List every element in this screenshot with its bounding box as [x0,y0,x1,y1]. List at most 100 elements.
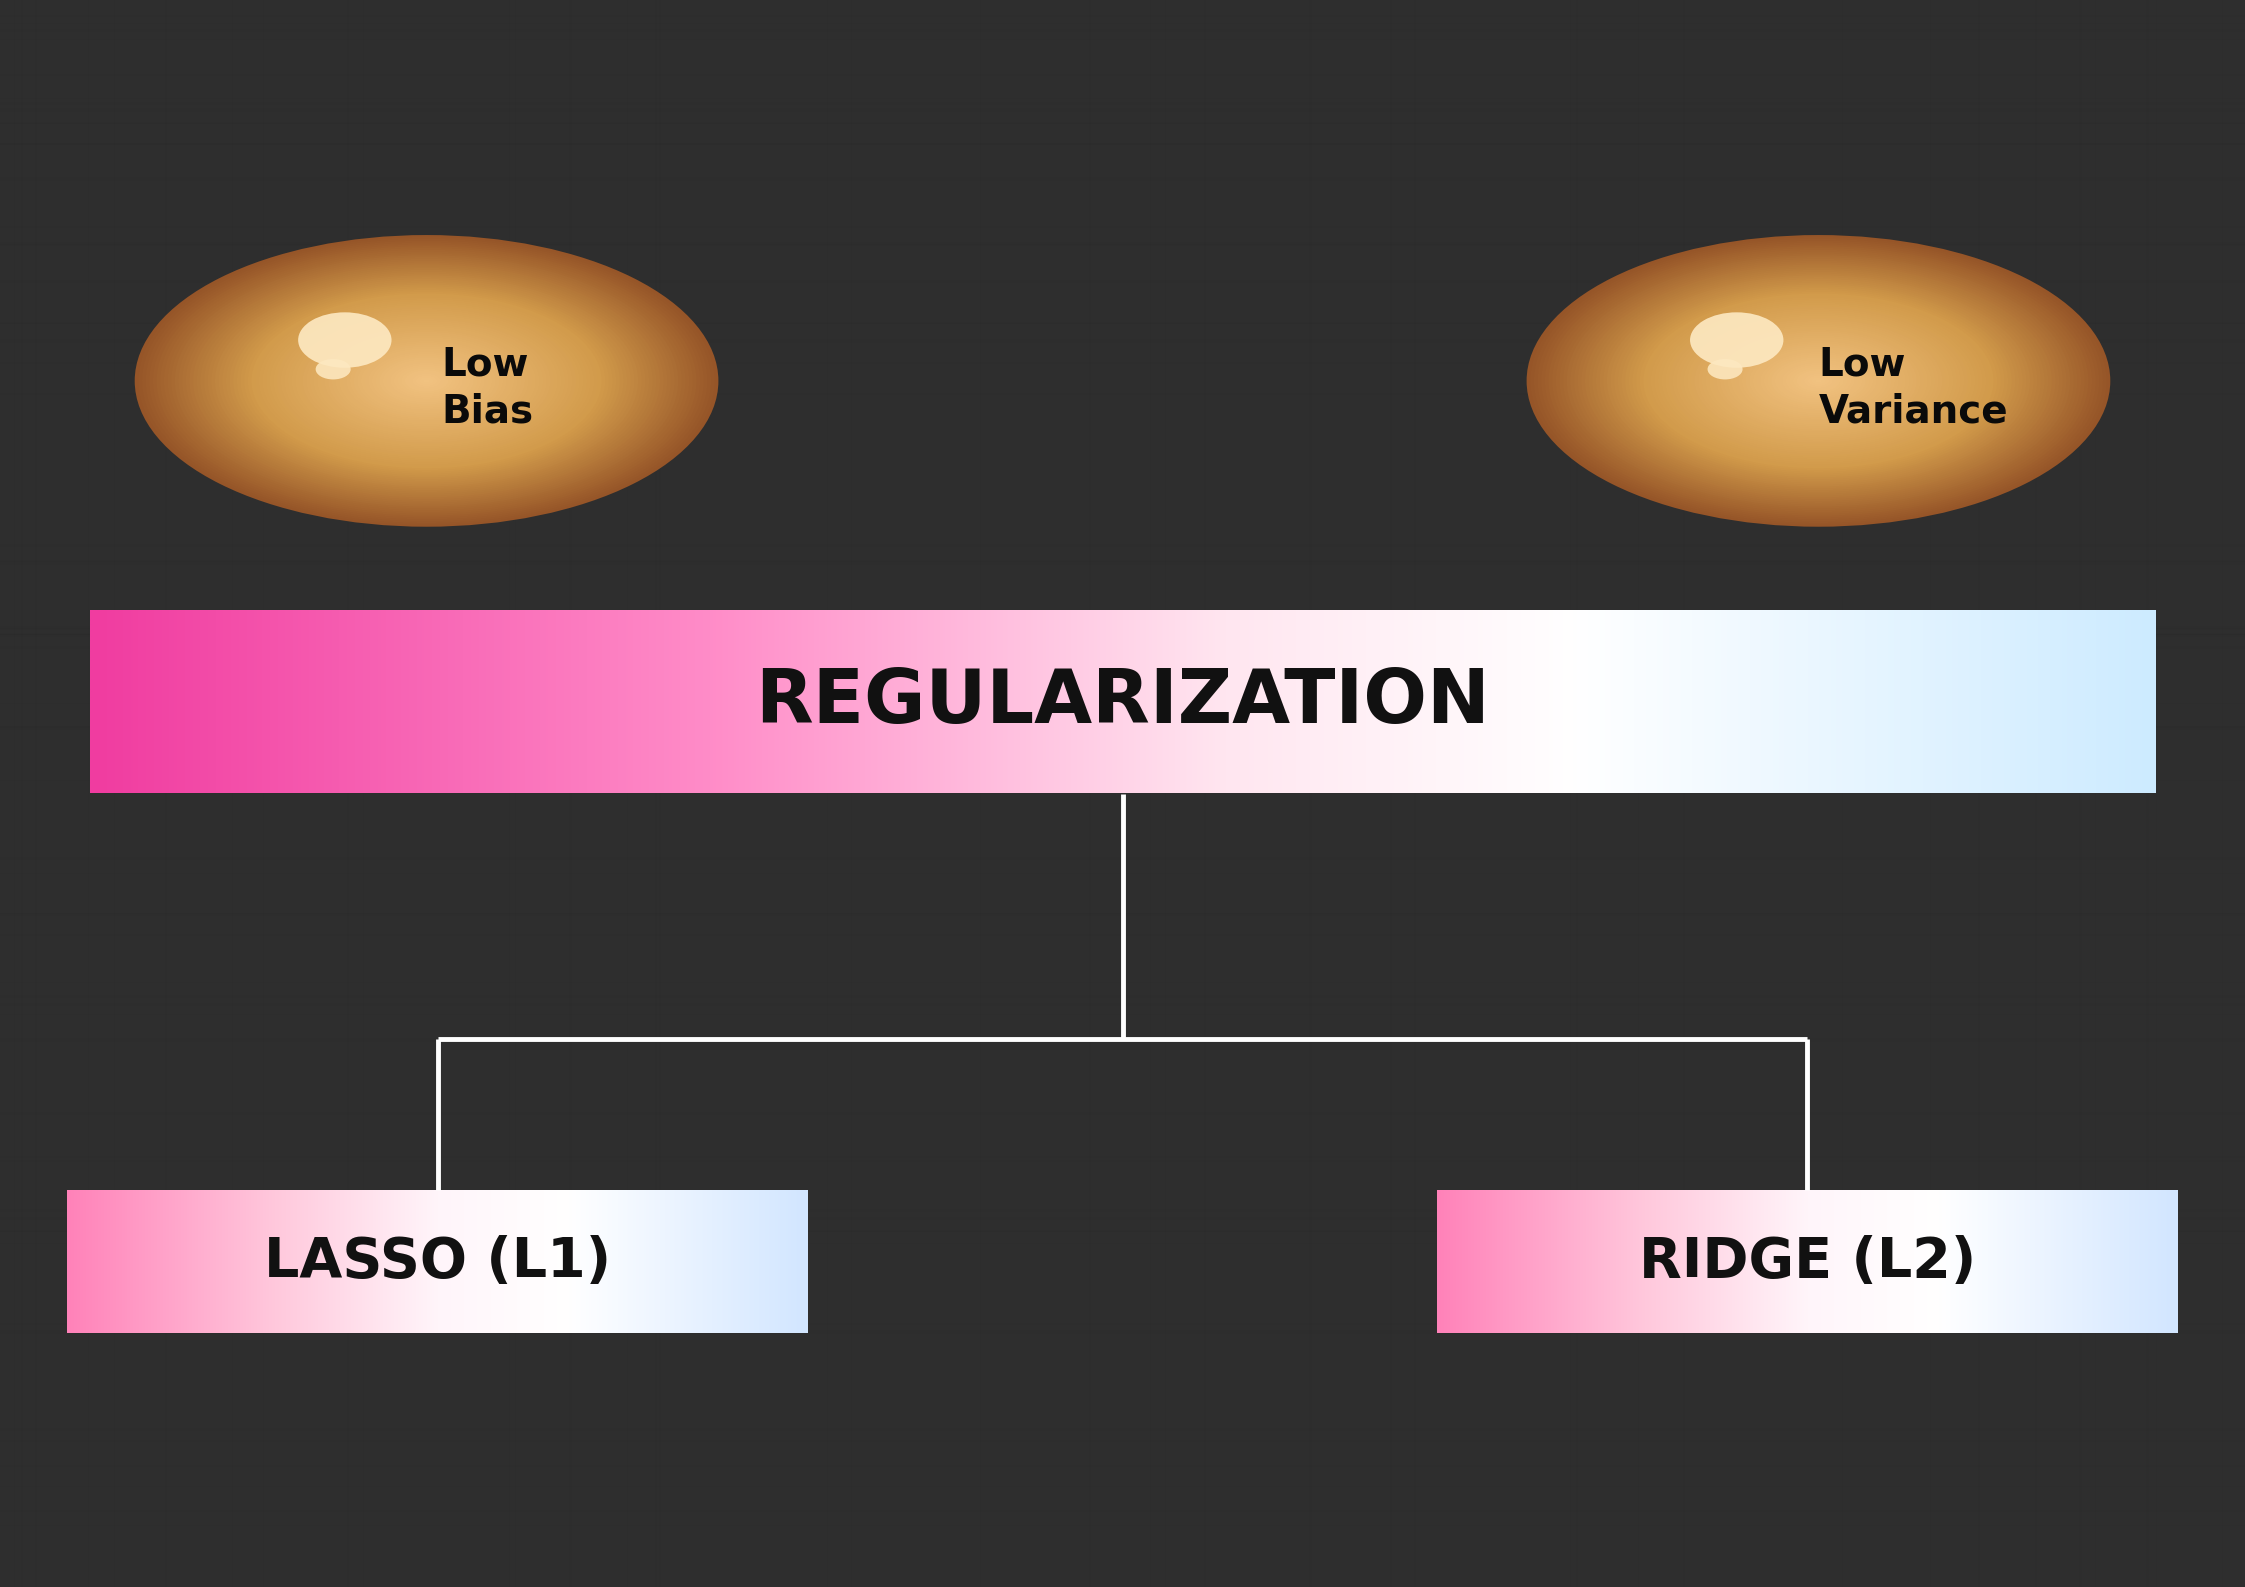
Ellipse shape [1796,370,1841,392]
Ellipse shape [180,257,673,505]
Ellipse shape [1805,373,1832,389]
Ellipse shape [1690,313,1783,368]
Ellipse shape [1789,367,1848,395]
Ellipse shape [1760,352,1877,409]
Ellipse shape [1807,376,1830,386]
Ellipse shape [1643,294,1994,468]
Ellipse shape [1596,270,2041,492]
Ellipse shape [382,359,471,403]
Ellipse shape [339,336,514,425]
Ellipse shape [1574,259,2063,503]
Ellipse shape [364,349,489,413]
Ellipse shape [1742,343,1895,419]
Ellipse shape [328,332,525,430]
Ellipse shape [346,341,507,421]
Ellipse shape [1661,303,1976,459]
Ellipse shape [1637,290,2000,471]
Ellipse shape [1724,333,1913,428]
Ellipse shape [1578,260,2059,501]
Ellipse shape [321,329,532,433]
Ellipse shape [343,340,510,422]
Ellipse shape [402,368,451,394]
Ellipse shape [397,367,456,395]
Ellipse shape [1756,349,1881,413]
Ellipse shape [415,376,438,386]
Ellipse shape [373,354,480,408]
Ellipse shape [157,246,696,516]
Ellipse shape [391,363,462,398]
Ellipse shape [269,303,584,459]
Ellipse shape [1538,241,2099,521]
Ellipse shape [193,263,660,498]
Ellipse shape [1527,235,2110,527]
Ellipse shape [245,290,608,471]
Ellipse shape [1603,273,2034,489]
Ellipse shape [1655,298,1982,463]
Ellipse shape [229,282,624,479]
Ellipse shape [1632,287,2005,475]
Ellipse shape [1765,354,1872,408]
Ellipse shape [1533,238,2104,524]
Ellipse shape [1666,305,1971,457]
Ellipse shape [299,317,555,444]
Ellipse shape [198,267,656,495]
Ellipse shape [294,316,559,446]
Ellipse shape [1639,292,1998,470]
Ellipse shape [164,249,689,513]
Ellipse shape [1690,317,1946,444]
Ellipse shape [238,286,615,476]
Ellipse shape [182,259,671,503]
Ellipse shape [1531,236,2106,525]
Ellipse shape [1677,309,1960,452]
Ellipse shape [1767,355,1870,406]
Ellipse shape [375,355,478,406]
Ellipse shape [1551,248,2086,514]
Ellipse shape [1585,263,2052,498]
Ellipse shape [1607,275,2029,487]
Ellipse shape [1621,282,2016,479]
Ellipse shape [233,284,620,478]
Ellipse shape [146,241,707,521]
Ellipse shape [1610,278,2027,484]
Ellipse shape [189,262,665,500]
Ellipse shape [1556,249,2081,513]
Ellipse shape [299,313,391,368]
Ellipse shape [247,292,606,470]
Ellipse shape [1738,341,1899,421]
Ellipse shape [1794,368,1843,394]
Ellipse shape [207,271,647,490]
Text: REGULARIZATION: REGULARIZATION [754,667,1491,738]
Ellipse shape [1650,297,1987,465]
Ellipse shape [1771,357,1866,405]
Ellipse shape [1560,251,2077,511]
Ellipse shape [305,321,548,441]
Ellipse shape [171,254,682,508]
Ellipse shape [1706,324,1931,438]
Ellipse shape [332,333,521,428]
Ellipse shape [1657,300,1980,462]
Text: RIDGE (L2): RIDGE (L2) [1639,1235,1976,1289]
Text: Low
Variance: Low Variance [1818,346,2007,430]
Ellipse shape [1717,330,1922,432]
Ellipse shape [361,348,492,414]
Ellipse shape [1679,311,1958,451]
Ellipse shape [281,308,572,454]
Ellipse shape [350,343,503,419]
Ellipse shape [1747,344,1893,417]
Ellipse shape [267,300,588,462]
Ellipse shape [1749,346,1888,416]
Ellipse shape [379,357,474,405]
Ellipse shape [200,268,653,494]
Ellipse shape [317,359,350,379]
Ellipse shape [317,327,537,435]
Ellipse shape [1702,322,1935,440]
Ellipse shape [1776,359,1863,403]
Ellipse shape [1726,335,1910,427]
Ellipse shape [1735,340,1902,422]
Ellipse shape [355,344,501,417]
Ellipse shape [1713,329,1924,433]
Ellipse shape [1589,267,2047,495]
Ellipse shape [409,371,445,390]
Ellipse shape [168,251,685,511]
Ellipse shape [1753,348,1884,414]
